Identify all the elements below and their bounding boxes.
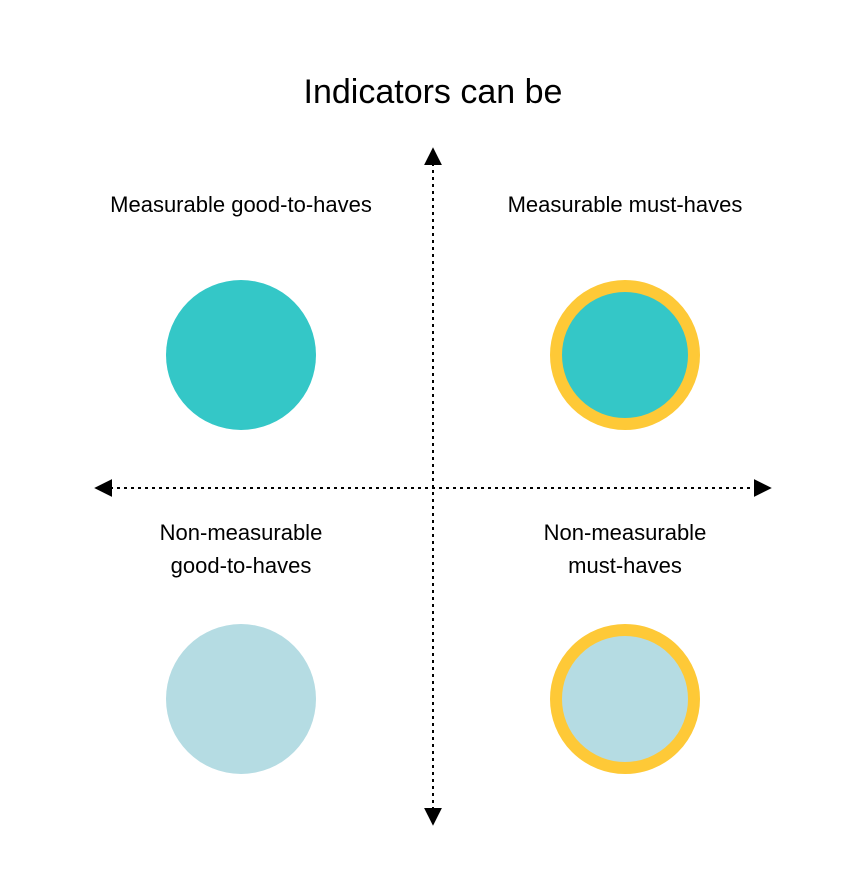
circle-bottom-left (166, 624, 316, 774)
circle-bottom-right (550, 624, 700, 774)
quadrant-label-top-left: Measurable good-to-haves (110, 192, 372, 217)
quadrant-label-bottom-right: Non-measurable must-haves (543, 520, 707, 578)
quadrant-label-bottom-left: Non-measurable good-to-haves (159, 520, 323, 578)
circle-top-left (166, 280, 316, 430)
diagram-title: Indicators can be (303, 73, 563, 111)
quadrant-label-top-right: Measurable must-haves (507, 192, 743, 217)
circle-top-right (550, 280, 700, 430)
